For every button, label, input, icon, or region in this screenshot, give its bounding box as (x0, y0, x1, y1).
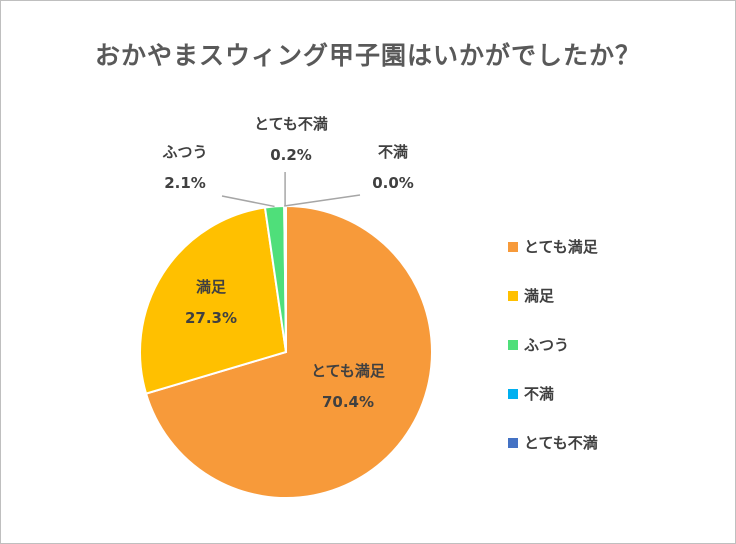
legend-item: ふつう (508, 320, 598, 369)
legend-label: 不満 (524, 385, 555, 403)
legend-swatch (508, 437, 518, 448)
pie-slice-1 (139, 206, 288, 395)
slice-value-label: 0.2% (270, 146, 312, 164)
slice-category-label: とても満足 (311, 362, 386, 380)
legend-label: とても満足 (524, 238, 598, 256)
pie-slice-0 (144, 204, 433, 499)
legend-swatch (508, 290, 518, 301)
leader-line-2 (221, 195, 275, 208)
legend-swatch (508, 388, 518, 399)
slice-value-label: 2.1% (164, 174, 206, 192)
legend-label: とても不満 (524, 434, 598, 452)
slice-value-label: 27.3% (185, 309, 237, 327)
chart-title: おかやまスウィング甲子園はいかがでしたか？ (94, 41, 641, 70)
slice-value-label: 70.4% (322, 393, 374, 411)
leader-line-3 (284, 194, 361, 207)
legend-swatch (508, 339, 518, 350)
legend-swatch (508, 241, 518, 252)
legend-item: 満足 (508, 271, 598, 320)
slice-value-label: 0.0% (372, 174, 414, 192)
slice-category-label: ふつう (162, 143, 207, 161)
slice-category-label: とても不満 (254, 115, 328, 133)
legend-label: ふつう (524, 336, 570, 354)
legend-item: 不満 (508, 369, 598, 418)
legend-item: とても不満 (508, 418, 598, 467)
chart-legend: とても満足満足ふつう不満とても不満 (508, 222, 598, 467)
slice-category-label: 満足 (196, 278, 227, 296)
legend-label: 満足 (524, 287, 555, 305)
legend-item: とても満足 (508, 222, 598, 271)
slice-category-label: 不満 (378, 143, 408, 161)
